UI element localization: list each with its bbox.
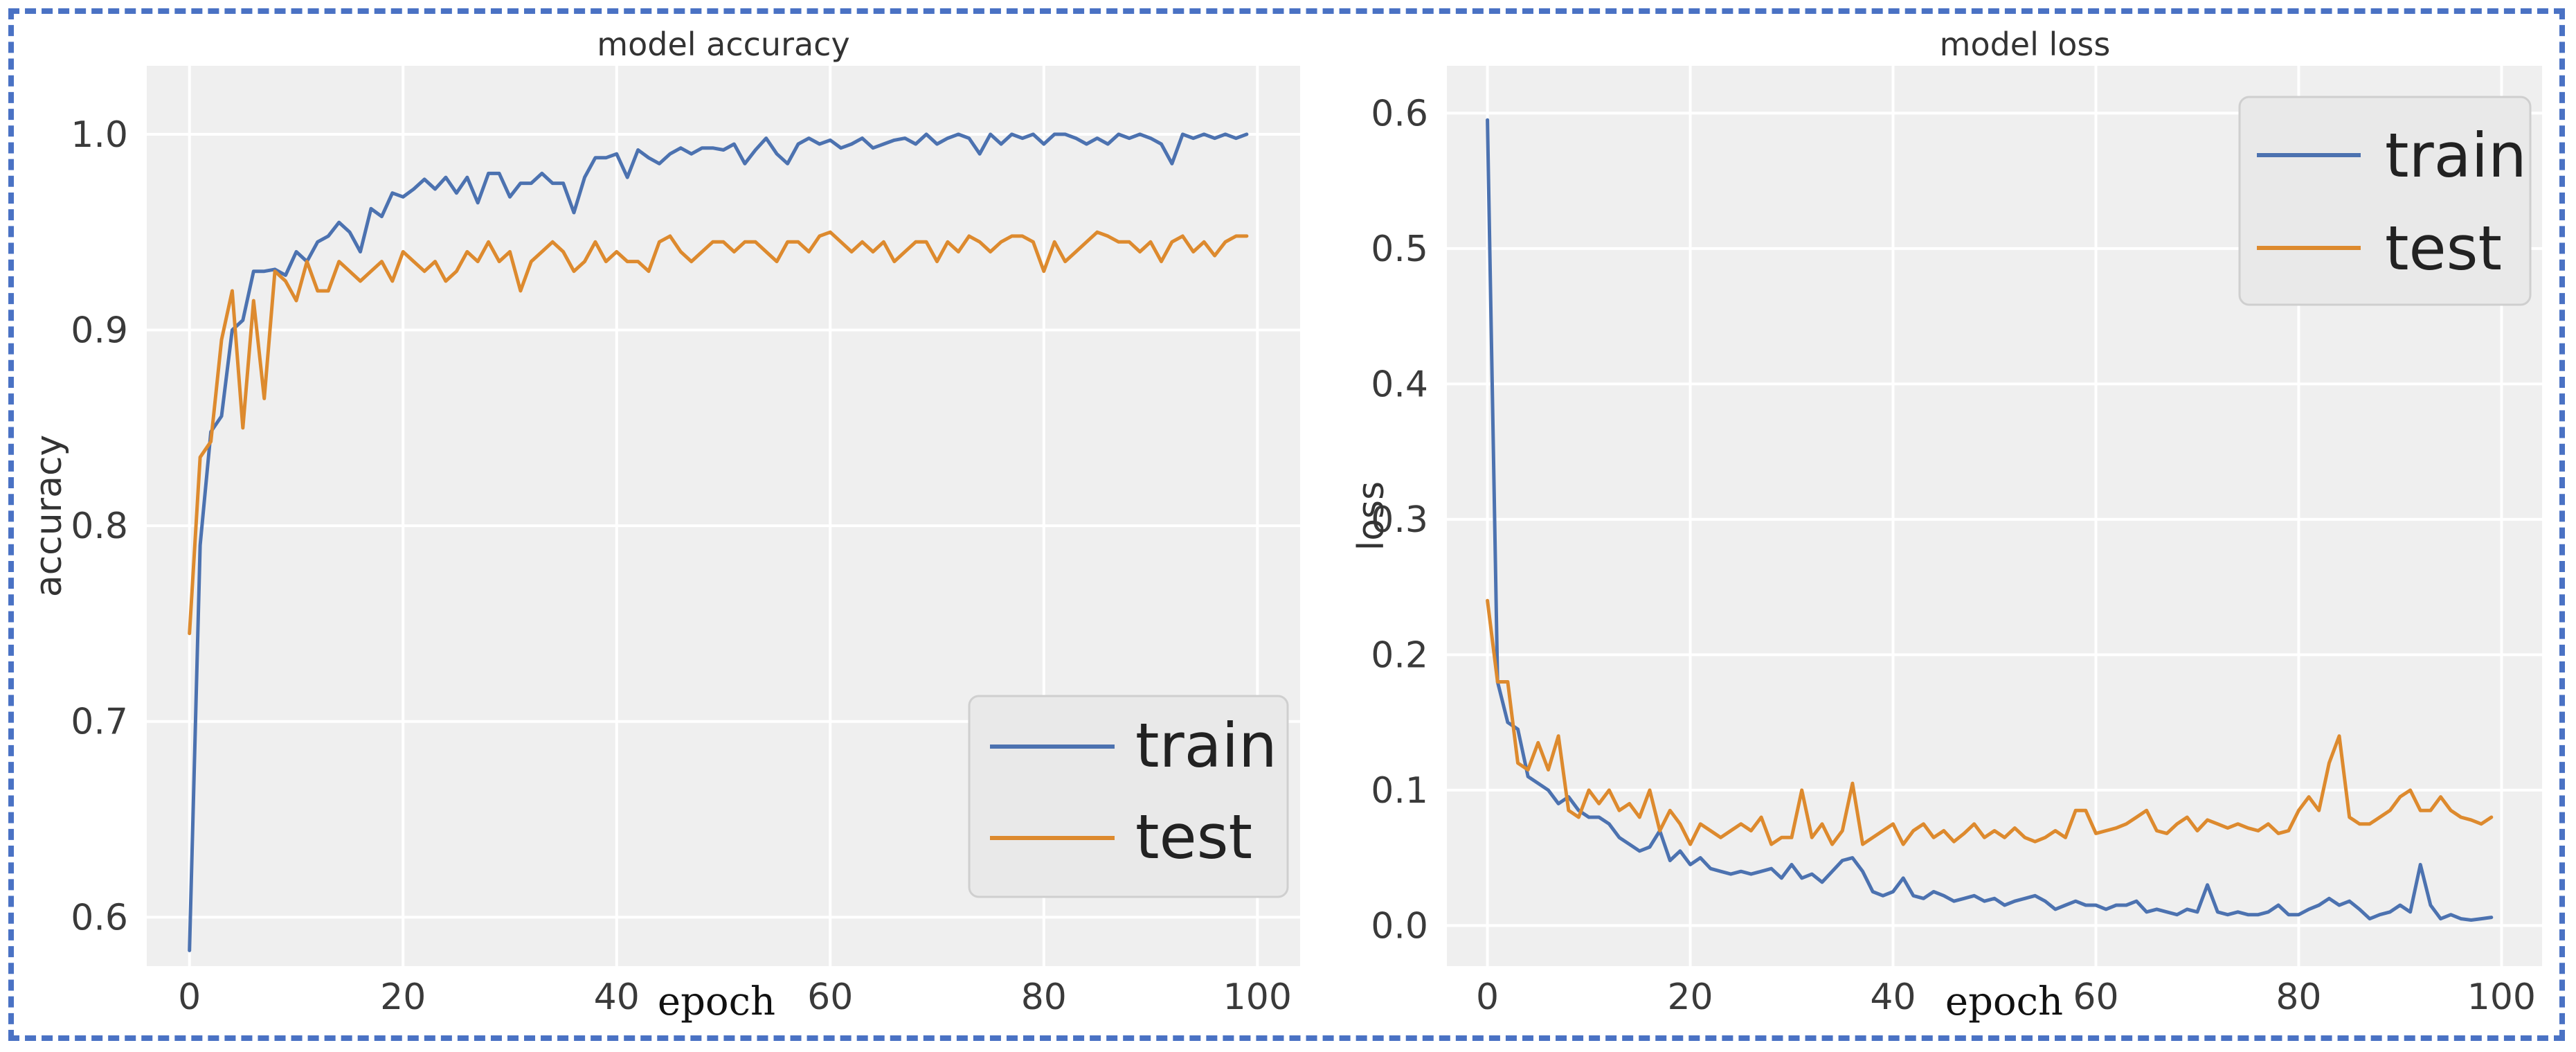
loss-y-tick-label: 0.2 — [1371, 634, 1428, 676]
accuracy-y-tick-label: 1.0 — [71, 114, 128, 156]
accuracy-x-tick-label: 20 — [380, 977, 426, 1018]
accuracy-x-tick-label: 40 — [594, 977, 640, 1018]
accuracy-series — [188, 132, 1249, 952]
loss-chart-title: model loss — [1940, 26, 2111, 63]
loss-x-tick-label: 20 — [1667, 977, 1713, 1018]
accuracy-x-axis-label: epoch — [658, 979, 775, 1024]
loss-y-tick-label: 0.1 — [1371, 770, 1428, 812]
accuracy-train-line — [188, 132, 1249, 952]
loss-legend-box — [2238, 96, 2532, 306]
accuracy-tick-labels: 0 20 40 60 80 100 0.6 0.7 0.8 0.9 1.0 — [71, 114, 1292, 1018]
loss-legend-test-label: test — [2385, 213, 2502, 284]
loss-legend-train-label: train — [2385, 120, 2527, 191]
loss-x-tick-label: 0 — [1476, 977, 1499, 1018]
loss-y-tick-label: 0.4 — [1371, 364, 1428, 405]
accuracy-x-tick-label: 60 — [807, 977, 853, 1018]
accuracy-legend-test-label: test — [1135, 801, 1252, 873]
loss-x-axis-label: epoch — [1945, 979, 2063, 1024]
accuracy-chart: model accuracy 0 20 40 60 80 100 0.6 0.7 0.8 0.9 1… — [28, 26, 1300, 1024]
loss-y-tick-label: 0.0 — [1371, 905, 1428, 947]
accuracy-y-tick-label: 0.7 — [71, 702, 128, 743]
accuracy-legend: train test — [968, 695, 1289, 898]
accuracy-x-tick-label: 0 — [178, 977, 201, 1018]
loss-test-line — [1486, 598, 2494, 846]
accuracy-test-line — [188, 230, 1249, 636]
figure-frame — [8, 8, 2565, 1041]
loss-y-axis-label: loss — [1351, 481, 1392, 551]
loss-train-line — [1486, 118, 2494, 922]
loss-chart: model loss 0 20 40 60 80 100 0.0 0.1 0.2 0.3 0.4 0.… — [1351, 26, 2542, 1024]
accuracy-x-tick-label: 80 — [1021, 977, 1067, 1018]
loss-y-tick-label: 0.6 — [1371, 93, 1428, 134]
loss-y-tick-label: 0.3 — [1371, 499, 1428, 541]
accuracy-chart-title: model accuracy — [597, 26, 849, 63]
loss-series — [1486, 118, 2494, 922]
loss-x-tick-label: 60 — [2073, 977, 2118, 1018]
accuracy-y-tick-label: 0.6 — [71, 897, 128, 938]
loss-x-tick-label: 80 — [2276, 977, 2321, 1018]
accuracy-y-axis-label: accuracy — [28, 435, 70, 598]
loss-tick-labels: 0 20 40 60 80 100 0.0 0.1 0.2 0.3 0.4 0.5 0.6 — [1371, 93, 2536, 1018]
loss-x-tick-label: 100 — [2467, 977, 2536, 1018]
loss-legend: train test — [2238, 96, 2532, 306]
accuracy-legend-train-label: train — [1135, 710, 1277, 781]
accuracy-y-tick-label: 0.9 — [71, 310, 128, 352]
loss-y-tick-label: 0.5 — [1371, 229, 1428, 270]
loss-x-tick-label: 40 — [1870, 977, 1916, 1018]
accuracy-x-tick-label: 100 — [1223, 977, 1292, 1018]
accuracy-y-tick-label: 0.8 — [71, 506, 128, 547]
